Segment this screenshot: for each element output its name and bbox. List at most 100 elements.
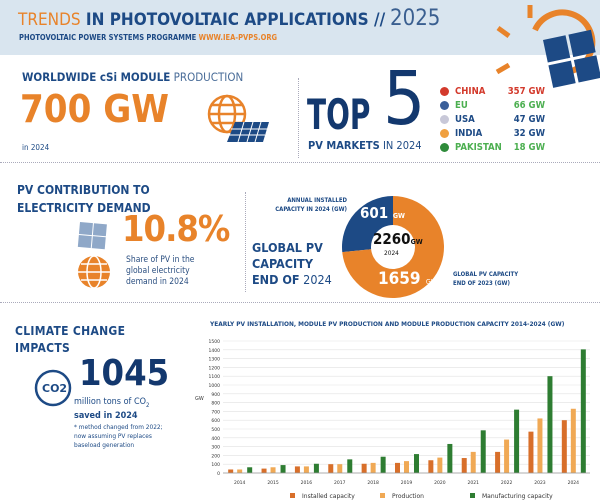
prev-label: GLOBAL PV CAPACITY END OF 2023 (GW)	[453, 270, 518, 288]
capacity-donut	[342, 196, 444, 298]
climate-line-1: million tons of CO	[74, 397, 146, 407]
x-tick-label: 2016	[301, 480, 313, 486]
y-tick-label: 400	[211, 436, 220, 442]
y-tick-label: 1400	[209, 348, 221, 354]
x-tick-label: 2019	[401, 480, 413, 486]
unit: GW	[410, 238, 423, 246]
bar-manufacturing-capacity	[447, 443, 453, 473]
market-value: 18 GW	[513, 142, 545, 153]
prev-label-2: END OF 2023 (GW)	[453, 280, 510, 287]
capacity-label-3: END OF	[252, 272, 300, 287]
market-value: 47 GW	[513, 114, 545, 125]
markets-subtitle: PV MARKETS IN 2024	[308, 139, 422, 152]
co2-subscript: 2	[146, 401, 150, 409]
co2-icon-text: CO2	[42, 382, 67, 395]
programme: PHOTOVOLTAIC POWER SYSTEMS PROGRAMME	[19, 33, 197, 42]
desc-line: global electricity	[126, 266, 190, 276]
flag-icon	[440, 87, 449, 96]
y-tick-label: 100	[211, 462, 220, 468]
title-accent: TRENDS	[18, 10, 81, 30]
total-number: 2260	[373, 230, 411, 248]
bar-installed-capacity	[395, 462, 400, 473]
market-row: INDIA 32 GW	[440, 128, 545, 139]
x-tick-label: 2018	[367, 480, 379, 486]
markets-sub-light: IN 2024	[379, 139, 422, 152]
x-tick-label: 2020	[434, 480, 446, 486]
bar-installed-capacity	[261, 468, 267, 473]
total-value: 2260GW	[373, 230, 423, 251]
capacity-label-1: GLOBAL PV	[252, 240, 323, 255]
bar-manufacturing-capacity	[480, 430, 486, 473]
x-tick-label: 2022	[501, 480, 513, 486]
flag-icon	[440, 101, 449, 110]
y-tick-label: 700	[211, 409, 220, 415]
x-tick-label: 2021	[468, 480, 480, 486]
bar-production	[237, 469, 243, 473]
bar-installed-capacity	[294, 466, 300, 473]
top-five: 5	[383, 56, 426, 142]
x-tick-label: 2014	[234, 480, 246, 486]
legend-label: Production	[392, 493, 424, 500]
top-label: TOP	[307, 90, 371, 139]
climate-title-2: IMPACTS	[15, 341, 71, 355]
bar-production	[270, 467, 276, 473]
contribution-desc: Share of PV in the global electricity dema…	[126, 255, 195, 288]
capacity-label-2: CAPACITY	[252, 256, 313, 271]
bar-production	[303, 466, 309, 473]
production-value: 700 GW	[20, 87, 170, 131]
capacity-label-3-year: 2024	[299, 272, 332, 287]
bar-installed-capacity	[561, 420, 567, 473]
market-row: USA 47 GW	[440, 114, 545, 125]
bar-manufacturing-capacity	[347, 459, 353, 473]
desc-line: demand in 2024	[126, 277, 189, 287]
y-tick-label: 1200	[209, 365, 221, 371]
bar-production	[370, 462, 376, 473]
donut-slice-annual	[342, 196, 393, 253]
divider	[298, 78, 299, 158]
x-tick-label: 2023	[534, 480, 546, 486]
flag-icon	[440, 115, 449, 124]
production-title-bold: WORLDWIDE cSi MODULE	[22, 70, 171, 84]
market-name: EU	[455, 100, 468, 111]
flag-icon	[440, 129, 449, 138]
total-year: 2024	[384, 249, 399, 257]
y-axis-label: GW	[195, 396, 204, 402]
bar-installed-capacity	[228, 469, 234, 473]
sun-panel-icon	[495, 5, 600, 88]
url-link[interactable]: WWW.IEA-PVPS.ORG	[198, 33, 278, 42]
climate-desc: million tons of CO2 saved in 2024 * meth…	[74, 397, 163, 450]
bar-manufacturing-capacity	[414, 454, 419, 473]
bar-chart: 0 100 200 300 400 500 600 700 800 900 1000 1100 1200…	[209, 339, 590, 500]
bar-production	[570, 408, 576, 473]
market-name: INDIA	[455, 128, 483, 139]
market-row: EU 66 GW	[440, 100, 545, 111]
co2-icon: CO2	[34, 369, 72, 407]
prev-value: 1659 GW	[378, 269, 437, 292]
bar-installed-capacity	[528, 431, 534, 473]
x-tick-label: 2015	[267, 480, 279, 486]
desc-line: Share of PV in the	[126, 255, 195, 265]
x-tick-label: 2017	[334, 480, 346, 486]
bar-production	[504, 439, 510, 473]
production-title-light: PRODUCTION	[170, 70, 244, 84]
bar-installed-capacity	[428, 460, 434, 473]
subtitle: PHOTOVOLTAIC POWER SYSTEMS PROGRAMME WWW…	[19, 33, 277, 42]
y-tick-label: 0	[217, 471, 220, 477]
production-year: in 2024	[22, 143, 50, 152]
capacity-label: GLOBAL PV CAPACITY END OF 2024	[252, 240, 332, 288]
divider	[0, 302, 600, 303]
bar-manufacturing-capacity	[514, 409, 520, 473]
annual-label: ANNUAL INSTALLED CAPACITY IN 2024 (GW)	[265, 196, 347, 214]
bar-installed-capacity	[461, 458, 467, 473]
production-title: WORLDWIDE cSi MODULE PRODUCTION	[22, 70, 243, 84]
market-row: PAKISTAN 18 GW	[440, 142, 545, 153]
legend-label: Manufacturing capacity	[482, 493, 553, 500]
prev-label-1: GLOBAL PV CAPACITY	[453, 271, 519, 278]
bar-manufacturing-capacity	[280, 465, 286, 473]
main-title: TRENDS IN PHOTOVOLTAIC APPLICATIONS // 2…	[18, 6, 440, 31]
y-tick-label: 1500	[209, 339, 221, 345]
title-year: 2025	[390, 6, 441, 31]
market-value: 357 GW	[507, 86, 545, 97]
bar-installed-capacity	[361, 463, 367, 473]
bar-production	[404, 461, 409, 473]
